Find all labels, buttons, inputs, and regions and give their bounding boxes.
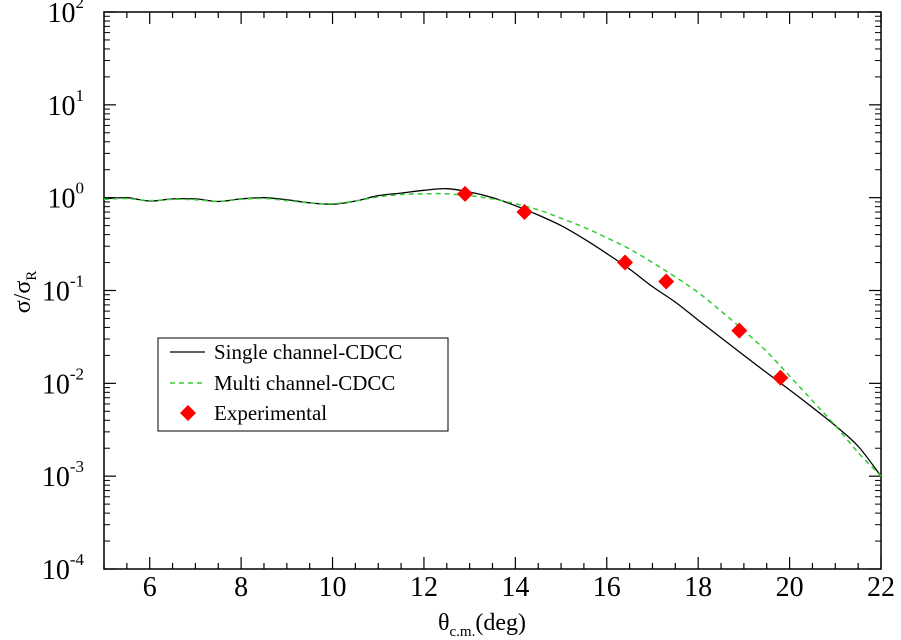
- x-axis-ticks: 6 8 10 12 14 16 18 20 22: [103, 12, 895, 603]
- y-tick-label: 101: [48, 86, 85, 122]
- y-tick-base: 10: [48, 0, 76, 29]
- legend-label-single: Single channel-CDCC: [214, 340, 402, 364]
- experimental-point: [658, 273, 675, 290]
- experimental-point: [457, 185, 474, 202]
- y-tick-exponent: -4: [70, 550, 85, 569]
- experimental-point: [516, 204, 533, 221]
- x-axis-label-subscript: c.m.: [450, 624, 476, 640]
- series-layer: [103, 187, 882, 477]
- x-tick-label: 22: [867, 572, 895, 603]
- legend-swatch-experimental: [180, 405, 196, 421]
- legend-label-experimental: Experimental: [214, 401, 327, 425]
- x-axis-label: θc.m.(deg): [438, 610, 526, 640]
- x-tick-label: 20: [776, 572, 804, 603]
- y-tick-exponent: 2: [76, 0, 85, 12]
- series-line-multi-channel: [103, 192, 882, 477]
- y-tick-exponent: -2: [70, 364, 84, 383]
- x-axis-label-unit: (deg): [475, 610, 526, 636]
- y-tick-base: 10: [48, 184, 76, 215]
- x-tick-label: 6: [143, 572, 157, 603]
- y-tick-label: 102: [48, 0, 85, 29]
- y-axis-label-base: σ/σ: [10, 281, 36, 314]
- experimental-points: [457, 185, 789, 386]
- y-axis-label-subscript: R: [24, 271, 40, 281]
- y-tick-label: 10-1: [42, 272, 84, 308]
- y-tick-exponent: -1: [70, 272, 84, 291]
- y-tick-base: 10: [42, 277, 70, 308]
- y-tick-base: 10: [42, 462, 70, 493]
- y-tick-label: 10-4: [42, 550, 85, 586]
- y-tick-base: 10: [42, 555, 70, 586]
- experimental-point: [772, 369, 789, 386]
- legend-box: [157, 337, 449, 432]
- x-tick-label: 8: [234, 572, 248, 603]
- experimental-point: [731, 322, 748, 339]
- legend-label-multi: Multi channel-CDCC: [214, 371, 395, 395]
- y-axis-label: σ/σR: [10, 271, 40, 314]
- x-tick-label: 18: [684, 572, 712, 603]
- y-tick-base: 10: [48, 91, 76, 122]
- x-tick-label: 12: [410, 572, 438, 603]
- x-axis-label-symbol: θ: [438, 610, 450, 636]
- y-tick-exponent: 1: [76, 86, 85, 105]
- series-line-single-channel: [103, 187, 882, 477]
- y-tick-base: 10: [42, 369, 70, 400]
- y-tick-exponent: -3: [70, 457, 84, 476]
- experimental-point: [617, 254, 634, 271]
- y-tick-label: 100: [48, 179, 85, 215]
- x-tick-label: 10: [319, 572, 347, 603]
- plot-frame: [103, 11, 882, 570]
- x-tick-label: 14: [501, 572, 529, 603]
- x-tick-label: 16: [593, 572, 621, 603]
- y-tick-label: 10-2: [42, 364, 84, 400]
- y-tick-exponent: 0: [76, 179, 85, 198]
- y-tick-label: 10-3: [42, 457, 84, 493]
- legend: Single channel-CDCC Multi channel-CDCC E…: [157, 337, 449, 432]
